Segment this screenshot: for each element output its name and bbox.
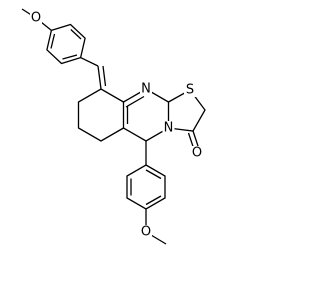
atom-labels: O N S N O O: [30, 11, 203, 240]
label-bg: [162, 121, 175, 135]
double-bond: [70, 29, 82, 40]
double-bond: [50, 33, 56, 49]
double-bond: [102, 65, 107, 87]
label-bg: [140, 225, 152, 239]
double-bond: [145, 169, 162, 180]
ring: [122, 88, 170, 142]
double-bond: [62, 54, 78, 60]
atom-label: O: [141, 225, 151, 240]
bond: [97, 65, 102, 90]
ring: [126, 164, 166, 210]
ring: [77, 88, 124, 142]
double-bond: [145, 195, 162, 206]
double-bond: [125, 95, 145, 108]
atom-label: O: [31, 11, 41, 26]
ring: [168, 89, 206, 132]
atom-label: N: [164, 121, 174, 136]
label-bg: [184, 83, 196, 97]
bond: [80, 57, 99, 67]
label-bg: [191, 146, 203, 160]
label-bg: [30, 11, 42, 25]
atom-label: N: [141, 82, 151, 97]
atom-label: O: [192, 146, 202, 161]
atom-label: S: [186, 83, 194, 98]
label-bg: [140, 82, 152, 96]
structure-diagram: O N S N O O: [21, 8, 206, 245]
bonds: [21, 8, 206, 245]
